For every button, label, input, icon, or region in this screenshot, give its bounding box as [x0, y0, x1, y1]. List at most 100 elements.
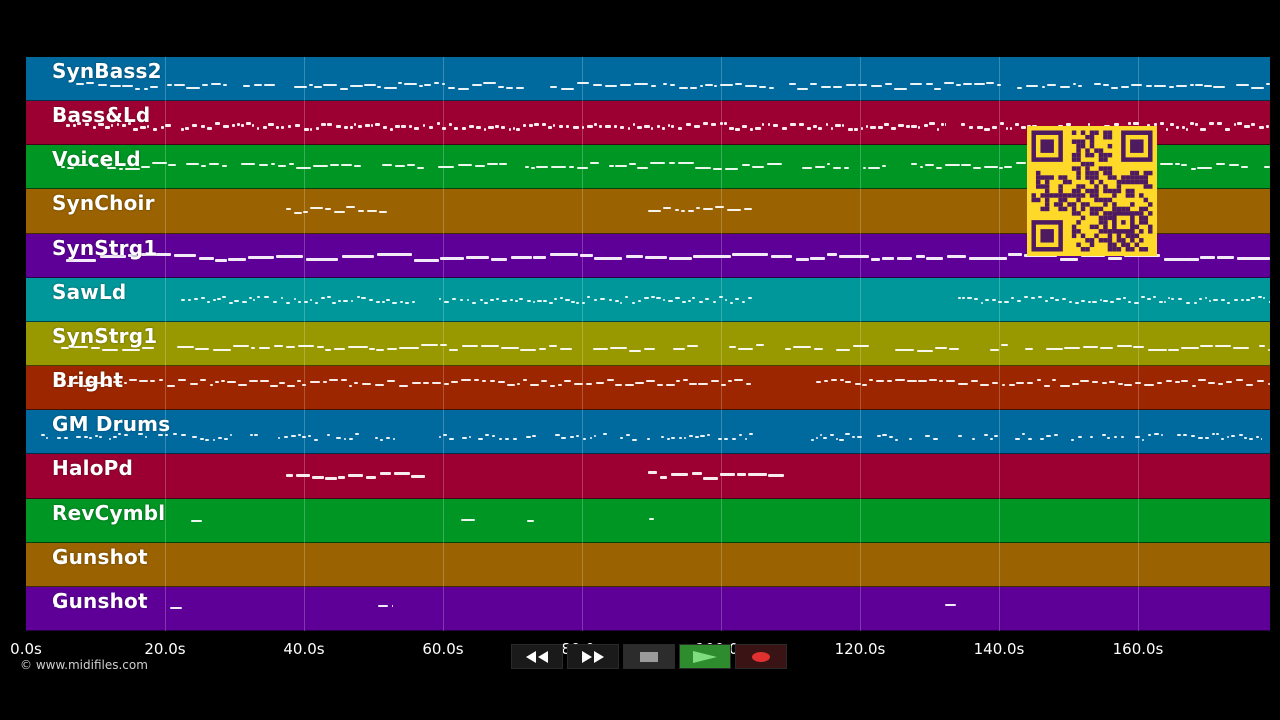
rewind-button[interactable] — [511, 644, 563, 669]
note — [683, 379, 688, 382]
record-button[interactable] — [735, 644, 787, 669]
note — [961, 164, 971, 167]
note — [644, 125, 650, 129]
note — [236, 123, 240, 127]
note — [405, 301, 410, 304]
note — [64, 558, 66, 561]
note — [532, 300, 536, 303]
note — [917, 126, 921, 130]
copyright-text: © www.midifiles.com — [20, 658, 148, 672]
note — [256, 295, 261, 298]
note — [613, 125, 617, 129]
note — [513, 438, 518, 441]
fast-forward-button[interactable] — [567, 644, 619, 669]
note — [381, 300, 385, 303]
note — [333, 347, 346, 350]
note — [992, 126, 998, 130]
note — [1072, 383, 1079, 386]
note — [571, 300, 576, 303]
note — [1079, 380, 1090, 383]
note — [862, 167, 867, 170]
note — [698, 383, 709, 386]
note — [472, 84, 483, 86]
note — [576, 82, 589, 84]
note — [490, 257, 508, 261]
note — [192, 124, 198, 128]
track-lane: SawLd — [26, 277, 1270, 322]
note — [123, 382, 127, 385]
note — [582, 438, 587, 441]
note — [385, 437, 391, 440]
note — [1263, 296, 1266, 299]
note — [992, 382, 999, 385]
note — [633, 83, 648, 85]
note — [409, 125, 412, 129]
note — [814, 347, 823, 350]
note — [744, 438, 748, 441]
fast-forward-icon — [582, 650, 604, 663]
note — [936, 128, 940, 132]
note — [449, 348, 459, 351]
note — [956, 84, 962, 86]
note — [1070, 439, 1075, 442]
note — [271, 163, 276, 166]
note — [198, 256, 214, 260]
tick-label: 60.0s — [422, 640, 464, 658]
note — [1081, 299, 1085, 302]
note — [480, 344, 499, 347]
note — [1001, 384, 1006, 387]
note — [536, 166, 549, 169]
grid-line — [443, 57, 444, 631]
note — [1251, 296, 1255, 299]
note — [1237, 122, 1243, 126]
note — [994, 435, 998, 438]
note — [644, 347, 656, 350]
note — [748, 473, 767, 477]
tick-label: 120.0s — [834, 640, 886, 658]
note — [434, 82, 439, 84]
note — [457, 164, 472, 167]
track-lane: HaloPd — [26, 454, 1270, 499]
play-button[interactable] — [679, 644, 731, 669]
note — [73, 124, 76, 128]
note — [737, 473, 746, 477]
note — [741, 125, 747, 129]
note — [548, 344, 557, 347]
note — [383, 126, 387, 130]
note — [820, 86, 831, 88]
note — [1258, 126, 1264, 130]
note — [474, 379, 479, 382]
note — [287, 125, 292, 129]
note — [663, 83, 667, 85]
note — [625, 434, 630, 437]
note — [276, 126, 279, 130]
note — [728, 127, 734, 131]
note — [998, 300, 1003, 303]
note — [515, 87, 524, 89]
note — [646, 438, 650, 441]
note — [1015, 123, 1020, 127]
note — [1177, 434, 1181, 437]
note — [377, 252, 412, 256]
note — [1024, 347, 1034, 350]
note — [835, 438, 839, 441]
note — [1228, 164, 1239, 167]
note — [1153, 85, 1167, 87]
note — [563, 380, 571, 383]
note — [569, 166, 574, 169]
track-lane: Bright — [26, 366, 1270, 411]
note — [200, 379, 206, 382]
note — [926, 256, 944, 260]
note — [1260, 438, 1262, 441]
note — [743, 208, 752, 211]
note — [528, 124, 533, 128]
note — [326, 295, 331, 298]
stop-button[interactable] — [623, 644, 675, 669]
note — [1240, 166, 1248, 169]
note — [323, 381, 327, 384]
note — [66, 385, 72, 388]
note — [906, 380, 917, 383]
note — [1204, 296, 1208, 299]
note — [835, 348, 850, 351]
note — [1148, 348, 1167, 351]
